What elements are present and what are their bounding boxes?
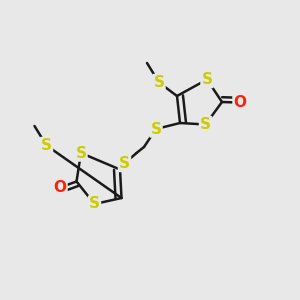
Text: S: S [202,72,212,87]
Text: S: S [154,75,164,90]
Text: S: S [89,196,100,211]
Text: S: S [119,156,130,171]
Text: S: S [200,117,211,132]
Text: S: S [76,146,86,160]
Text: S: S [151,122,161,136]
Text: O: O [233,95,247,110]
Text: S: S [41,138,52,153]
Text: O: O [53,180,67,195]
